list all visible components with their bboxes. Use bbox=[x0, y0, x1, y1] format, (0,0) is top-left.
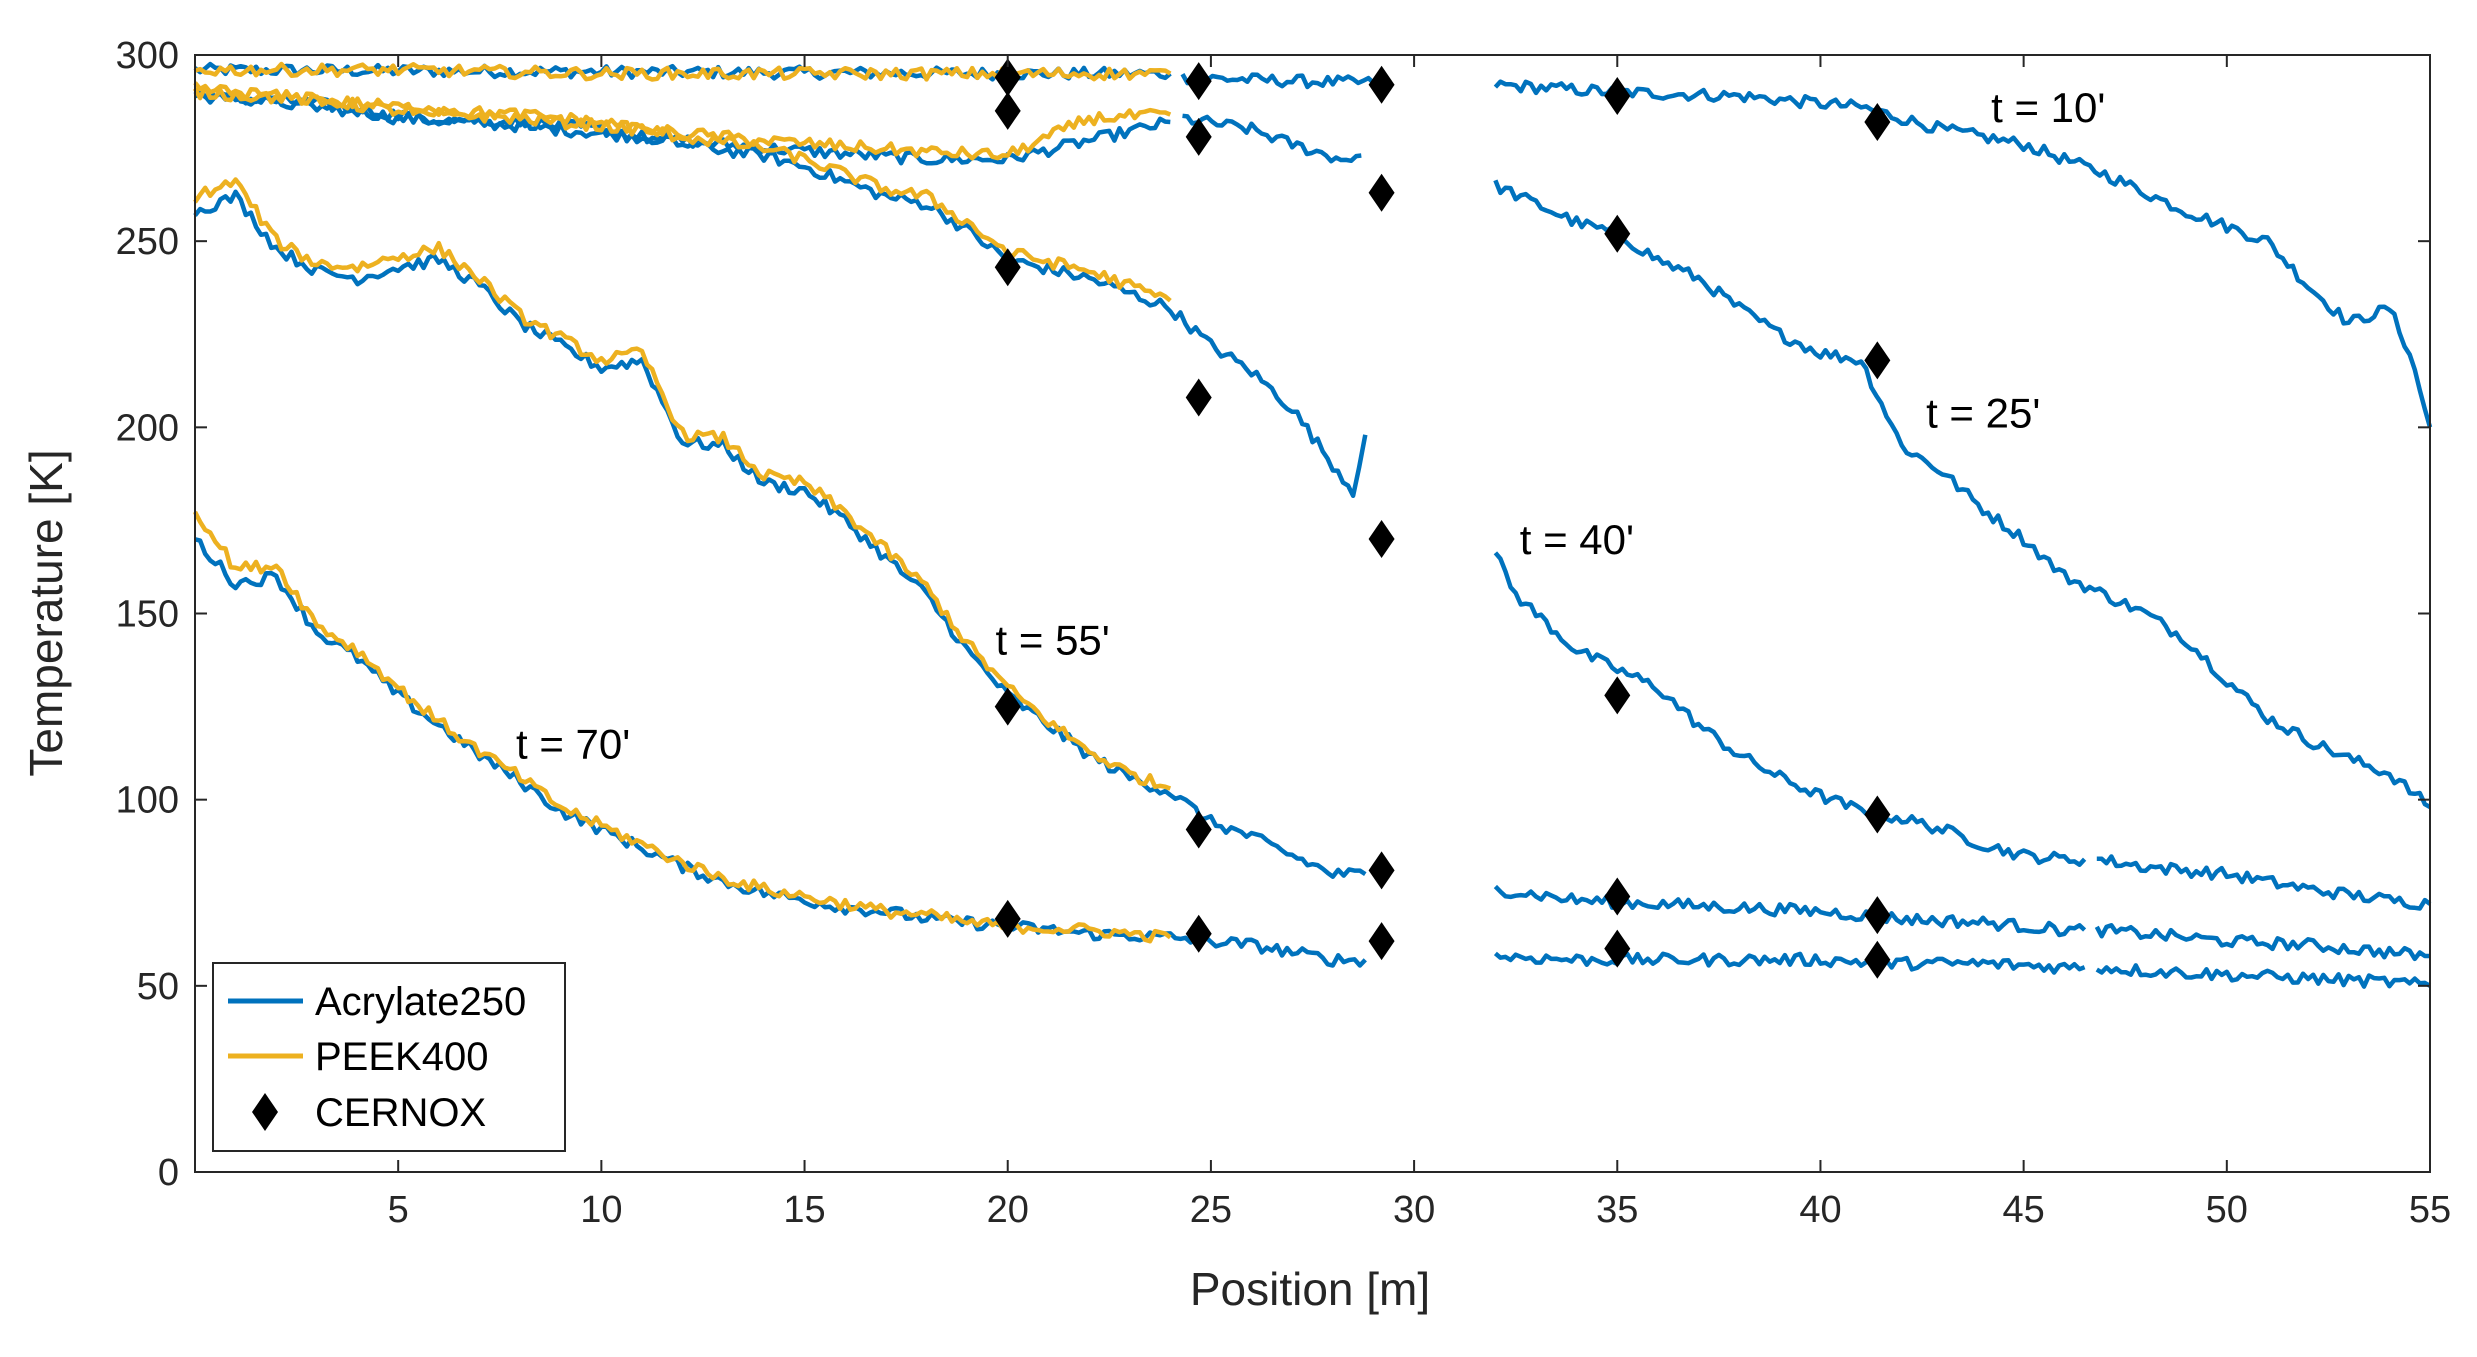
x-tick-label: 30 bbox=[1393, 1189, 1435, 1231]
legend-label-cernox: CERNOX bbox=[315, 1091, 486, 1135]
x-tick-label: 40 bbox=[1799, 1189, 1841, 1231]
x-tick-label: 20 bbox=[987, 1189, 1029, 1231]
series-line-acrylate250-t-55-seg0 bbox=[193, 189, 1367, 879]
series-line-acrylate250-t-40-seg2 bbox=[2096, 854, 2432, 911]
cernox-marker bbox=[1368, 851, 1395, 890]
y-tick-label: 50 bbox=[137, 966, 179, 1008]
annotation-label: t = 40' bbox=[1520, 516, 1634, 563]
series-line-acrylate250-t-10-seg2 bbox=[1493, 79, 2433, 428]
cernox-marker bbox=[994, 687, 1021, 726]
axes: 5 10 15 20 25 30 35 40 45 50 55 0 50 100 150 200 250 300 bbox=[116, 35, 2452, 1231]
cernox-markers bbox=[994, 58, 1891, 979]
cernox-marker bbox=[1864, 896, 1891, 935]
x-tick-label: 35 bbox=[1596, 1189, 1638, 1231]
cernox-marker bbox=[1368, 520, 1395, 559]
series-line-acrylate250-t-70-seg1 bbox=[1493, 951, 2086, 975]
legend-label-peek400: PEEK400 bbox=[315, 1035, 488, 1079]
annotation-label: t = 70' bbox=[516, 721, 630, 768]
cernox-marker bbox=[1185, 117, 1212, 156]
cernox-marker bbox=[994, 91, 1021, 130]
y-tick-label: 250 bbox=[116, 221, 179, 263]
series-line-acrylate250-t-25-seg1 bbox=[1182, 113, 1362, 164]
series-line-peek400-t-55-seg0 bbox=[193, 177, 1172, 791]
cernox-marker bbox=[1864, 940, 1891, 979]
cernox-marker bbox=[1368, 922, 1395, 961]
x-tick-label: 55 bbox=[2409, 1189, 2451, 1231]
y-tick-label: 150 bbox=[116, 594, 179, 636]
series-line-acrylate250-t-55-seg2 bbox=[2094, 923, 2430, 962]
y-axis-label: Temperature [K] bbox=[20, 449, 72, 776]
cernox-marker bbox=[1185, 914, 1212, 953]
plot-area bbox=[195, 55, 2430, 1172]
cernox-marker bbox=[994, 248, 1021, 287]
cernox-marker bbox=[1185, 378, 1212, 417]
x-tick-label: 25 bbox=[1190, 1189, 1232, 1231]
cernox-marker bbox=[1604, 877, 1631, 916]
series-line-acrylate250-t-40-seg1 bbox=[1493, 551, 2087, 867]
cernox-marker bbox=[1864, 795, 1891, 834]
series-line-acrylate250-t-10-seg1 bbox=[1180, 72, 1376, 90]
y-tick-label: 300 bbox=[116, 35, 179, 77]
legend-label-acrylate250: Acrylate250 bbox=[315, 980, 526, 1024]
cernox-marker bbox=[1368, 173, 1395, 212]
annotations: t = 10' t = 25' t = 40' t = 55' t = 70' bbox=[516, 84, 2105, 768]
x-tick-label: 5 bbox=[388, 1189, 409, 1231]
cernox-marker bbox=[1604, 76, 1631, 115]
annotation-label: t = 55' bbox=[996, 616, 1110, 663]
annotation-label: t = 25' bbox=[1926, 389, 2040, 436]
x-axis-label: Position [m] bbox=[1190, 1263, 1430, 1315]
series-line-acrylate250-t-55-seg1 bbox=[1493, 884, 2087, 938]
series-line-acrylate250-t-25-seg2 bbox=[1493, 179, 2432, 810]
legend: Acrylate250 PEEK400 CERNOX bbox=[212, 962, 566, 1152]
cernox-marker bbox=[1604, 214, 1631, 253]
cernox-marker bbox=[1864, 103, 1891, 142]
cernox-marker bbox=[1185, 810, 1212, 849]
x-tick-label: 50 bbox=[2206, 1189, 2248, 1231]
y-tick-label: 100 bbox=[116, 780, 179, 822]
annotation-label: t = 10' bbox=[1991, 84, 2105, 131]
cernox-marker bbox=[1604, 929, 1631, 968]
cernox-marker bbox=[1604, 676, 1631, 715]
series-line-acrylate250-t-70-seg2 bbox=[2095, 963, 2432, 989]
cernox-marker bbox=[1185, 62, 1212, 101]
cernox-marker bbox=[1368, 65, 1395, 104]
cernox-marker bbox=[994, 58, 1021, 97]
x-tick-label: 45 bbox=[2002, 1189, 2044, 1231]
y-tick-label: 0 bbox=[158, 1152, 179, 1194]
cernox-marker bbox=[994, 899, 1021, 938]
legend-marker-cernox bbox=[252, 1093, 278, 1131]
x-tick-label: 10 bbox=[580, 1189, 622, 1231]
x-tick-label: 15 bbox=[783, 1189, 825, 1231]
cernox-marker bbox=[1864, 341, 1891, 380]
series-line-acrylate250-t-40-seg0 bbox=[193, 87, 1368, 499]
y-tick-label: 200 bbox=[116, 407, 179, 449]
